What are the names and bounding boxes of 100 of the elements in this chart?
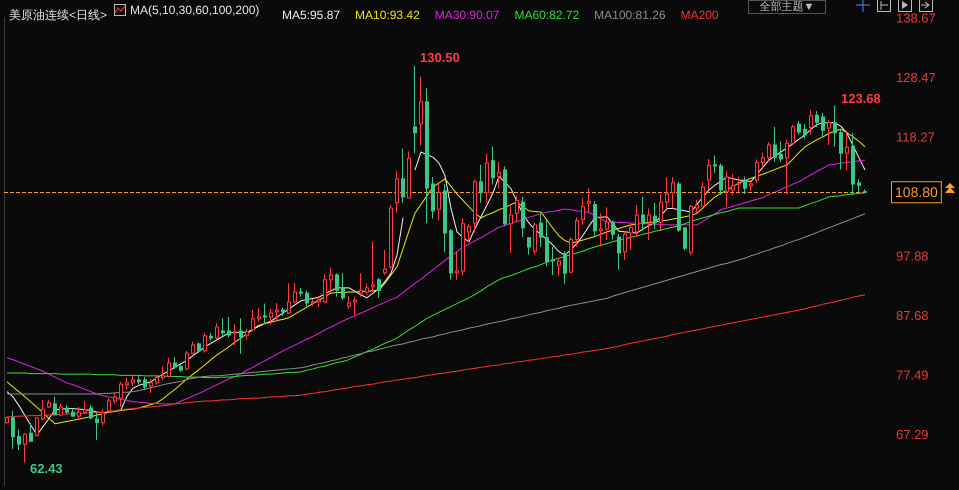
candlestick xyxy=(599,212,603,247)
candlestick xyxy=(677,181,681,232)
candlestick xyxy=(29,422,33,442)
candlestick xyxy=(509,206,513,254)
candlestick xyxy=(155,374,159,386)
candlestick xyxy=(473,178,477,232)
candlestick xyxy=(701,182,705,208)
candlestick xyxy=(401,148,405,204)
candlestick xyxy=(323,274,327,304)
candlestick xyxy=(569,236,573,274)
candlestick xyxy=(395,170,399,214)
candlestick xyxy=(749,179,753,192)
candlestick xyxy=(575,216,579,247)
annotation: 123.68 xyxy=(841,91,881,106)
candlestick xyxy=(353,296,357,316)
line-series xyxy=(6,192,866,378)
text: MA5:95.87 xyxy=(282,8,340,22)
candlestick xyxy=(263,303,267,324)
candlestick xyxy=(257,307,261,322)
candlestick xyxy=(311,298,315,306)
candlestick xyxy=(653,202,657,230)
candlestick xyxy=(443,184,447,253)
candlestick xyxy=(857,178,861,193)
candlestick xyxy=(137,375,141,385)
candlestick xyxy=(143,376,147,390)
candlestick xyxy=(557,258,561,276)
candlestick xyxy=(371,241,375,292)
text: MA10:93.42 xyxy=(355,8,420,22)
candlestick xyxy=(299,287,303,298)
candlestick xyxy=(767,142,771,162)
candlestick xyxy=(647,208,651,241)
annotation: 130.50 xyxy=(420,50,460,65)
candlestick xyxy=(383,249,387,276)
candlestick xyxy=(431,176,435,219)
text: MA30:90.07 xyxy=(434,8,500,22)
candlestick xyxy=(809,109,813,135)
candlestick xyxy=(455,250,459,280)
candlestick xyxy=(17,429,21,451)
y-tick-label: 67.29 xyxy=(896,426,929,442)
candlestick xyxy=(65,404,69,414)
candlestick xyxy=(665,176,669,210)
candlestick xyxy=(623,231,627,260)
candlestick xyxy=(479,164,483,204)
candlestick xyxy=(191,341,195,355)
candlestick xyxy=(179,364,183,372)
candlestick xyxy=(521,196,525,238)
candlestick xyxy=(83,400,87,414)
y-tick-label: 138.67 xyxy=(896,10,936,26)
line-series xyxy=(6,160,866,404)
candlestick xyxy=(689,204,693,256)
candlestick xyxy=(581,196,585,226)
candlestick xyxy=(737,176,741,194)
candlestick xyxy=(89,404,93,420)
candlestick xyxy=(335,272,339,298)
candlestick xyxy=(197,342,201,354)
candlestick xyxy=(539,212,543,248)
candlestick xyxy=(617,234,621,270)
candlestick xyxy=(113,392,117,404)
candlestick xyxy=(53,396,57,416)
candlestick xyxy=(47,399,51,409)
candlestick xyxy=(533,222,537,256)
candlestick xyxy=(221,318,225,336)
candlestick xyxy=(515,195,519,222)
candlestick xyxy=(761,152,765,168)
y-tick-label: 77.49 xyxy=(896,367,929,382)
candlestick xyxy=(287,282,291,315)
candlestick xyxy=(317,296,321,308)
candlestick xyxy=(713,154,717,174)
candlestick xyxy=(587,188,591,213)
candlestick xyxy=(821,112,825,138)
text: 全部主题▼ xyxy=(748,0,826,14)
candlestick xyxy=(671,176,675,210)
candlestick xyxy=(551,246,555,276)
candlestick xyxy=(71,408,75,418)
candlestick xyxy=(719,163,723,196)
candlestick xyxy=(851,132,855,196)
candlestick xyxy=(827,119,831,146)
candlestick xyxy=(527,236,531,256)
candlestick xyxy=(593,200,597,238)
candlestick xyxy=(419,76,423,146)
candlestick xyxy=(329,266,333,294)
candlestick xyxy=(839,128,843,170)
candlestick xyxy=(215,322,219,340)
candlestick xyxy=(833,104,837,148)
candlestick xyxy=(449,228,453,280)
candlestick xyxy=(239,318,243,354)
candlestick xyxy=(119,381,123,408)
candlestick xyxy=(11,410,15,450)
candlestick xyxy=(131,375,135,386)
candlestick xyxy=(173,356,177,370)
candlestick xyxy=(437,184,441,221)
candlestick xyxy=(797,120,801,136)
candlestick xyxy=(497,161,501,189)
candlestick xyxy=(755,159,759,184)
candlestick xyxy=(803,123,807,140)
candlestick xyxy=(233,324,237,346)
candlestick xyxy=(743,176,747,194)
candlestick xyxy=(707,158,711,190)
candlestick xyxy=(245,328,249,340)
candlestick xyxy=(695,199,699,214)
